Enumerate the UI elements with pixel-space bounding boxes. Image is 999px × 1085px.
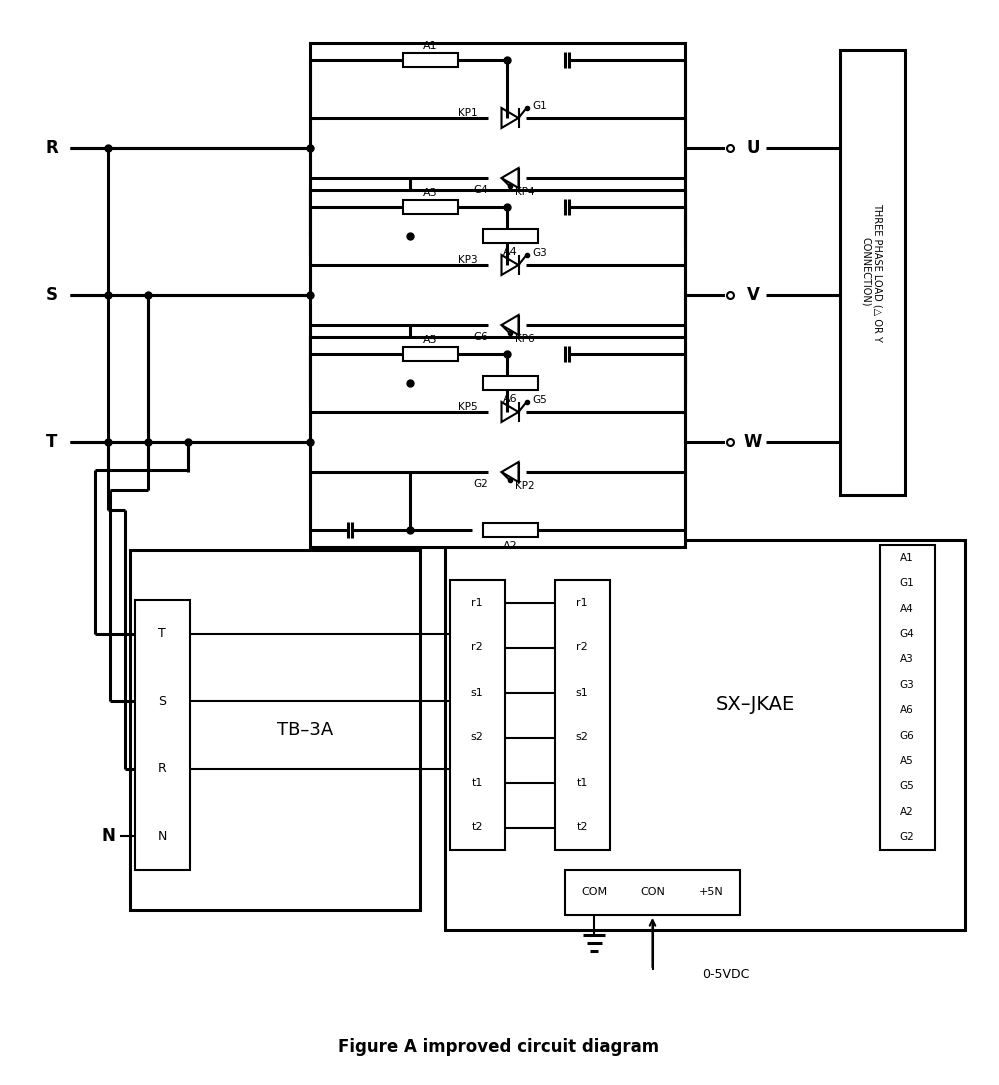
Text: A3: A3 — [900, 654, 914, 664]
Text: G3: G3 — [532, 248, 546, 258]
Text: +5N: +5N — [698, 888, 723, 897]
Text: r1: r1 — [576, 598, 587, 608]
Text: KP4: KP4 — [515, 187, 534, 197]
Bar — [310, 190, 685, 400]
Text: TB–3A: TB–3A — [277, 722, 333, 739]
Text: R: R — [158, 763, 167, 776]
Text: T: T — [46, 433, 58, 451]
Text: S: S — [46, 286, 58, 304]
Text: A1: A1 — [900, 552, 914, 563]
Bar — [483, 523, 538, 537]
Text: V: V — [746, 286, 759, 304]
Text: s1: s1 — [575, 688, 588, 698]
Text: KP6: KP6 — [515, 334, 534, 344]
Text: T: T — [158, 627, 166, 640]
Bar — [483, 229, 538, 243]
Text: s2: s2 — [575, 732, 588, 742]
Text: S: S — [158, 694, 166, 707]
Text: SX–JKAE: SX–JKAE — [715, 695, 794, 715]
Text: r2: r2 — [472, 642, 483, 652]
Bar — [403, 53, 458, 67]
Text: t1: t1 — [576, 778, 587, 788]
Text: s1: s1 — [471, 688, 484, 698]
Text: U: U — [746, 139, 760, 157]
Bar — [483, 376, 538, 390]
Text: s2: s2 — [471, 732, 484, 742]
Text: A3: A3 — [423, 188, 438, 197]
Text: KP5: KP5 — [459, 403, 478, 412]
Text: G5: G5 — [900, 781, 914, 791]
Text: r1: r1 — [472, 598, 483, 608]
Text: R: R — [46, 139, 58, 157]
Bar — [403, 200, 458, 214]
Text: r2: r2 — [576, 642, 587, 652]
Text: t2: t2 — [472, 822, 483, 832]
Bar — [565, 870, 740, 915]
Bar — [840, 50, 905, 495]
Text: G3: G3 — [900, 680, 914, 690]
Text: KP2: KP2 — [515, 481, 534, 492]
Bar — [445, 540, 965, 930]
Text: G2: G2 — [474, 478, 488, 489]
Text: G5: G5 — [532, 395, 546, 405]
Bar — [880, 545, 935, 850]
Text: A4: A4 — [900, 603, 914, 613]
Text: CON: CON — [640, 888, 665, 897]
Text: COM: COM — [581, 888, 607, 897]
Text: KP1: KP1 — [459, 108, 478, 118]
Text: A6: A6 — [502, 394, 517, 404]
Text: A5: A5 — [900, 756, 914, 766]
Text: A4: A4 — [502, 247, 517, 257]
Text: A2: A2 — [900, 807, 914, 817]
Text: THREE PHASE LOAD (△ OR Y
CONNECTION): THREE PHASE LOAD (△ OR Y CONNECTION) — [861, 203, 883, 342]
Bar — [310, 337, 685, 547]
Text: N: N — [101, 827, 115, 845]
Bar — [310, 43, 685, 253]
Text: G4: G4 — [474, 186, 488, 195]
Text: t1: t1 — [472, 778, 483, 788]
Bar — [130, 550, 420, 910]
Text: 0-5VDC: 0-5VDC — [702, 969, 750, 982]
Text: G2: G2 — [900, 832, 914, 842]
Text: G6: G6 — [474, 332, 488, 342]
Text: G6: G6 — [900, 730, 914, 741]
Text: A2: A2 — [502, 541, 517, 551]
Text: A5: A5 — [423, 335, 438, 345]
Bar — [555, 580, 610, 850]
Text: W: W — [744, 433, 762, 451]
Text: A6: A6 — [900, 705, 914, 715]
Text: G1: G1 — [532, 101, 546, 111]
Bar — [450, 580, 505, 850]
Text: G1: G1 — [900, 578, 914, 588]
Bar — [135, 600, 190, 870]
Bar — [403, 347, 458, 361]
Text: N: N — [157, 830, 167, 843]
Text: Figure A improved circuit diagram: Figure A improved circuit diagram — [339, 1038, 659, 1056]
Text: A1: A1 — [423, 41, 438, 51]
Text: KP3: KP3 — [459, 255, 478, 265]
Text: G4: G4 — [900, 629, 914, 639]
Text: t2: t2 — [576, 822, 587, 832]
